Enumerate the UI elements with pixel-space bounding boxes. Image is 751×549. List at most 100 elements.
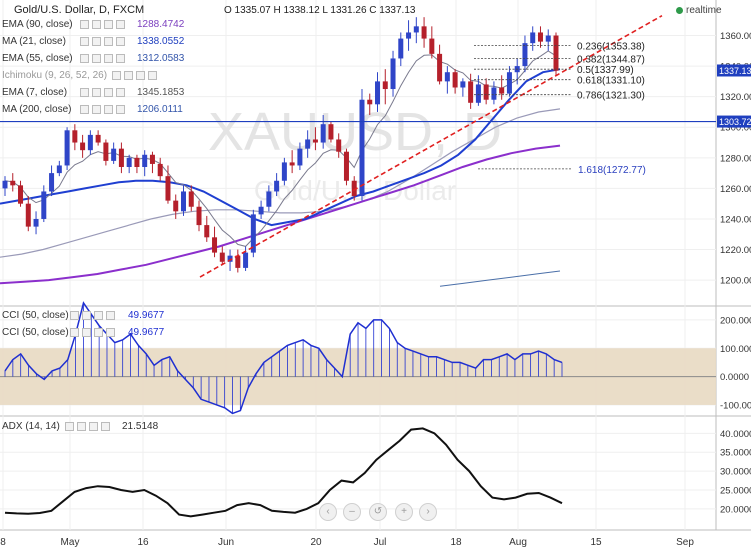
eye-icon[interactable] xyxy=(80,20,89,29)
price-tick-label: 1280.00 xyxy=(720,153,751,164)
legend-label: ADX (14, 14) xyxy=(2,421,60,432)
settings-icon[interactable] xyxy=(92,20,101,29)
reset-button[interactable]: ↺ xyxy=(369,503,387,521)
price-label-text: 1303.72 xyxy=(719,117,751,127)
fib-level-label: 0.786(1321.30) xyxy=(577,91,645,102)
candle-up xyxy=(64,130,70,166)
candle-up xyxy=(243,252,249,268)
fib-level-label: 1.618(1272.77) xyxy=(578,165,646,176)
candle-up xyxy=(530,32,536,44)
legend-controls[interactable] xyxy=(70,311,122,320)
time-tick-label: 20 xyxy=(310,537,322,548)
time-tick-label: 8 xyxy=(0,537,6,548)
fib-level-label: 0.382(1344.87) xyxy=(577,55,645,66)
source-icon[interactable] xyxy=(94,328,103,337)
price-tick-label: 1300.00 xyxy=(720,123,751,134)
settings-icon[interactable] xyxy=(82,311,91,320)
legend-controls[interactable] xyxy=(80,88,132,97)
eye-icon[interactable] xyxy=(80,88,89,97)
ma21-line xyxy=(0,68,561,227)
close-icon[interactable] xyxy=(106,328,115,337)
source-icon[interactable] xyxy=(104,20,113,29)
legend-controls[interactable] xyxy=(65,422,117,431)
eye-icon[interactable] xyxy=(80,54,89,63)
close-icon[interactable] xyxy=(116,20,125,29)
candle-down xyxy=(437,53,443,82)
candle-up xyxy=(87,134,93,151)
source-icon[interactable] xyxy=(104,88,113,97)
eye-icon[interactable] xyxy=(80,37,89,46)
legend-value: 49.9677 xyxy=(128,310,165,321)
candle-up xyxy=(142,154,148,167)
legend-controls[interactable] xyxy=(112,71,164,80)
legend-value: 1312.0583 xyxy=(137,53,185,64)
candles xyxy=(2,17,559,273)
legend-controls[interactable] xyxy=(80,20,132,29)
candle-down xyxy=(351,180,357,197)
settings-icon[interactable] xyxy=(92,54,101,63)
close-icon[interactable] xyxy=(106,311,115,320)
candle-down xyxy=(553,35,559,71)
candle-up xyxy=(2,180,8,189)
candle-up xyxy=(522,43,528,67)
ema90-line xyxy=(0,144,561,285)
close-icon[interactable] xyxy=(116,88,125,97)
legend-controls[interactable] xyxy=(80,37,132,46)
settings-icon[interactable] xyxy=(92,105,101,114)
scroll-left-button[interactable]: ‹ xyxy=(319,503,337,521)
eye-icon[interactable] xyxy=(112,71,121,80)
candle-up xyxy=(281,162,287,181)
source-icon[interactable] xyxy=(104,54,113,63)
candle-down xyxy=(235,255,241,268)
symbol-title: Gold/U.S. Dollar, D, FXCM xyxy=(14,4,145,16)
red-trendline xyxy=(199,14,663,278)
close-icon[interactable] xyxy=(116,37,125,46)
settings-icon[interactable] xyxy=(82,328,91,337)
candle-down xyxy=(118,148,124,167)
settings-icon[interactable] xyxy=(124,71,133,80)
candle-up xyxy=(475,84,481,103)
legend-label: MA (200, close) xyxy=(2,104,72,115)
source-icon[interactable] xyxy=(89,422,98,431)
zoom-out-button[interactable]: – xyxy=(343,503,361,521)
legend-controls[interactable] xyxy=(80,105,132,114)
close-icon[interactable] xyxy=(101,422,110,431)
legend-value: 1338.0552 xyxy=(137,36,185,47)
settings-icon[interactable] xyxy=(92,37,101,46)
candle-down xyxy=(157,163,163,177)
candle-down xyxy=(25,203,31,227)
eye-icon[interactable] xyxy=(70,328,79,337)
eye-icon[interactable] xyxy=(65,422,74,431)
price-tick-label: 1360.00 xyxy=(720,31,751,42)
cci-tick-label: -100.000 xyxy=(720,400,751,411)
cci-tick-label: 200.000 xyxy=(720,315,751,326)
chart-header: Gold/U.S. Dollar, D, FXCM O 1335.07 H 13… xyxy=(0,0,751,20)
source-icon[interactable] xyxy=(136,71,145,80)
candle-up xyxy=(320,124,326,143)
source-icon[interactable] xyxy=(104,37,113,46)
candle-down xyxy=(312,139,318,143)
settings-icon[interactable] xyxy=(92,88,101,97)
legend-controls[interactable] xyxy=(70,328,122,337)
settings-icon[interactable] xyxy=(77,422,86,431)
candle-down xyxy=(72,130,78,143)
close-icon[interactable] xyxy=(116,54,125,63)
candle-up xyxy=(390,58,396,90)
candle-down xyxy=(421,26,427,39)
close-icon[interactable] xyxy=(116,105,125,114)
legend-label: EMA (7, close) xyxy=(2,87,68,98)
close-icon[interactable] xyxy=(148,71,157,80)
candle-up xyxy=(126,157,132,167)
candle-down xyxy=(452,72,458,88)
scroll-right-button[interactable]: › xyxy=(419,503,437,521)
time-tick-label: 16 xyxy=(137,537,149,548)
candle-up xyxy=(297,148,303,166)
legend-controls[interactable] xyxy=(80,54,132,63)
source-icon[interactable] xyxy=(94,311,103,320)
source-icon[interactable] xyxy=(104,105,113,114)
eye-icon[interactable] xyxy=(70,311,79,320)
eye-icon[interactable] xyxy=(80,105,89,114)
realtime-label: realtime xyxy=(686,5,722,16)
zoom-in-button[interactable]: + xyxy=(395,503,413,521)
